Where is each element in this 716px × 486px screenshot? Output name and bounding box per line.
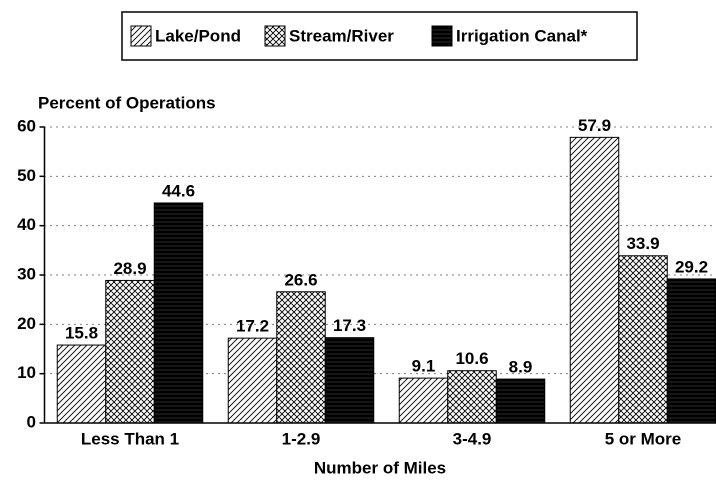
y-tick-label: 60 [17,116,36,135]
legend-label: Lake/Pond [155,26,241,45]
y-tick-label: 20 [17,314,36,333]
bar [398,377,449,424]
legend-label: Stream/River [289,26,394,45]
legend-swatch [130,25,152,47]
value-label: 28.9 [113,259,146,278]
legend-label: Irrigation Canal* [456,26,588,45]
value-label: 44.6 [162,181,195,200]
bar [324,337,375,424]
bar [105,279,155,424]
y-tick-label: 40 [17,215,36,234]
bar [666,278,716,424]
bar [153,202,204,424]
value-label: 10.6 [455,349,488,368]
bar [618,255,668,424]
bar [495,378,546,424]
bar [56,344,107,424]
value-label: 8.9 [509,358,533,377]
value-label: 57.9 [578,116,611,135]
x-tick-label: 1-2.9 [282,429,321,448]
legend-swatch [431,25,453,47]
y-axis-label: Percent of Operations [38,93,216,112]
x-tick-label: Less Than 1 [81,429,179,448]
bar [276,291,326,424]
value-label: 17.3 [333,316,366,335]
value-label: 9.1 [412,357,436,376]
x-tick-label: 5 or More [605,429,682,448]
value-label: 17.2 [236,317,269,336]
legend-box [121,11,638,61]
y-tick-label: 10 [17,363,36,382]
y-tick-label: 0 [27,412,36,431]
value-label: 15.8 [65,324,98,343]
value-label: 33.9 [626,234,659,253]
value-label: 26.6 [284,270,317,289]
value-label: 29.2 [675,257,708,276]
bar [227,337,278,424]
x-axis-label: Number of Miles [314,458,446,477]
legend-swatch [264,25,286,47]
bar [569,136,620,424]
bar [447,370,497,424]
x-tick-label: 3-4.9 [453,429,492,448]
y-tick-label: 50 [17,166,36,185]
y-tick-label: 30 [17,264,36,283]
